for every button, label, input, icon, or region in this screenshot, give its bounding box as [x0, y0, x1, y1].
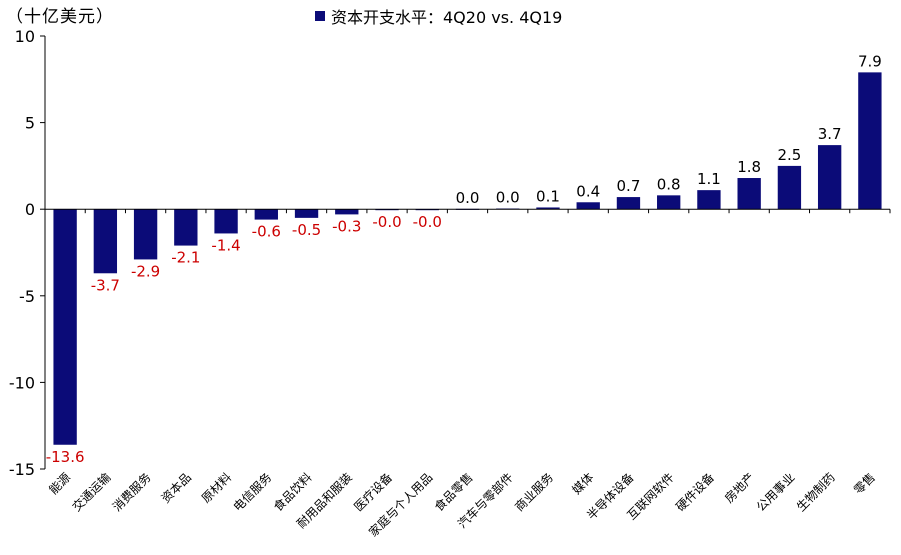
category-label: 零售 — [850, 470, 878, 498]
category-label: 媒体 — [569, 470, 596, 497]
y-tick-label: 10 — [15, 27, 35, 46]
bar — [254, 209, 278, 220]
category-label: 房地产 — [721, 470, 757, 506]
category-label: 生物制药 — [794, 470, 838, 514]
data-label: -0.6 — [252, 223, 281, 241]
bar — [133, 209, 158, 260]
data-label: 0.4 — [576, 182, 600, 200]
category-label: 电信服务 — [230, 470, 275, 515]
bar — [536, 207, 560, 210]
y-tick-label: 0 — [25, 200, 35, 219]
data-label: -0.3 — [332, 217, 361, 235]
category-label: 商业服务 — [512, 470, 557, 515]
bar — [817, 145, 842, 210]
data-label: 3.7 — [818, 125, 842, 143]
data-label: -1.4 — [211, 236, 240, 254]
data-label: 0.0 — [496, 189, 520, 207]
bar — [616, 197, 641, 210]
category-label: 公用事业 — [754, 470, 798, 514]
bar — [214, 209, 238, 234]
y-tick-label: -5 — [19, 287, 35, 306]
y-axis: 10 5 0 -5 -10 -15 — [9, 27, 891, 479]
y-tick-label: -10 — [9, 373, 35, 392]
bar — [657, 195, 681, 210]
bar — [697, 190, 721, 210]
category-label: 交通运输 — [69, 470, 114, 515]
y-axis-unit-label: （十亿美元） — [6, 7, 114, 27]
data-label: 0.7 — [617, 177, 641, 195]
bar — [53, 209, 77, 445]
bar — [93, 209, 118, 274]
category-label: 硬件设备 — [673, 470, 717, 514]
data-label: -3.7 — [91, 276, 120, 294]
bar — [777, 165, 802, 210]
data-label: 0.0 — [456, 189, 480, 207]
value-labels: -13.6 -3.7 -2.9 -2.1 -1.4 -0.6 -0.5 -0.3 -0.0 -0.… — [46, 52, 882, 465]
data-label: -0.0 — [372, 213, 401, 231]
y-tick-label: 5 — [25, 114, 35, 133]
data-label: -0.5 — [292, 221, 321, 239]
bar — [294, 209, 319, 218]
data-label: -0.0 — [413, 213, 442, 231]
bar — [576, 202, 600, 210]
legend-swatch — [315, 11, 325, 21]
y-tick-label: -15 — [9, 460, 35, 479]
legend-label: 资本开支水平：4Q20 vs. 4Q19 — [331, 8, 563, 27]
data-label: 1.1 — [697, 170, 721, 188]
data-label: -13.6 — [46, 448, 85, 466]
bar — [174, 209, 198, 246]
data-label: 1.8 — [737, 158, 761, 176]
category-label: 原材料 — [199, 470, 234, 505]
category-label: 能源 — [46, 470, 73, 497]
legend: 资本开支水平：4Q20 vs. 4Q19 — [315, 4, 562, 28]
data-label: 0.1 — [536, 187, 560, 205]
category-label: 消费服务 — [109, 470, 154, 515]
data-label: 2.5 — [777, 146, 801, 164]
bars-layer — [53, 72, 882, 445]
data-label: -2.1 — [171, 249, 200, 267]
bar — [858, 72, 882, 210]
data-label: 7.9 — [858, 52, 882, 70]
bar — [737, 178, 761, 210]
category-label: 资本品 — [159, 470, 194, 505]
data-label: 0.8 — [657, 175, 681, 193]
bar — [335, 209, 359, 215]
data-label: -2.9 — [131, 262, 160, 280]
